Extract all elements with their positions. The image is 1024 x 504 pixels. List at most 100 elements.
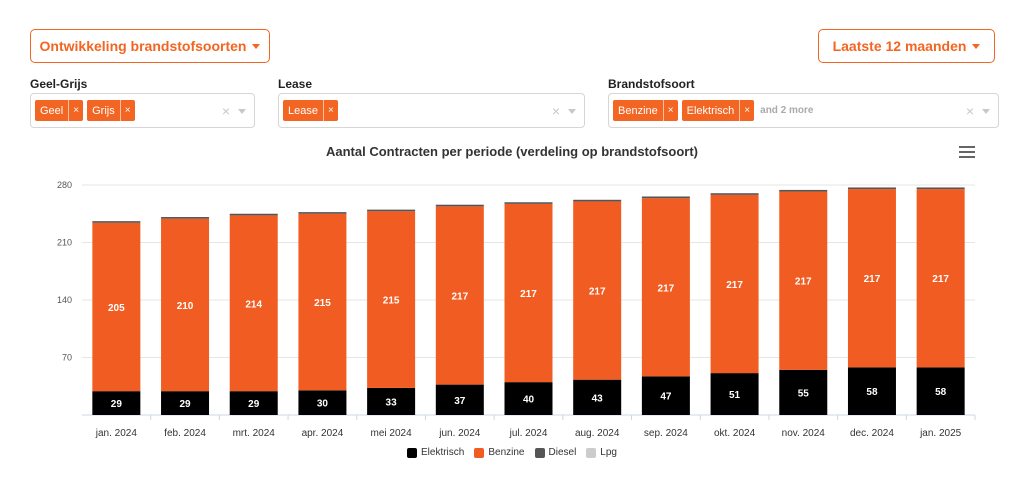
bar-benzine — [298, 213, 347, 391]
filter-tag: Grijs × — [87, 100, 135, 121]
tag-remove-icon[interactable]: × — [119, 100, 135, 121]
bar-diesel — [779, 189, 828, 192]
bar-elektrisch — [92, 391, 141, 415]
tag-remove-icon[interactable]: × — [739, 100, 754, 121]
x-tick-label: sep. 2024 — [644, 428, 688, 439]
bar-diesel — [847, 187, 896, 190]
chart-legend: Elektrisch Benzine Diesel Lpg — [0, 447, 1024, 458]
bar-elektrisch — [573, 379, 622, 415]
data-label: 30 — [317, 399, 329, 410]
x-tick-label: mrt. 2024 — [233, 428, 276, 439]
caret-down-icon — [972, 43, 981, 49]
view-select-label: Ontwikkeling brandstofsoorten — [39, 38, 247, 54]
data-label: 29 — [248, 399, 260, 410]
bar-benzine — [573, 201, 622, 380]
tag-label: Geel — [40, 104, 64, 117]
tag-label: Benzine — [618, 104, 658, 117]
y-tick-label: 280 — [57, 180, 72, 190]
data-label: 217 — [451, 291, 468, 302]
x-tick-label: jul. 2024 — [509, 428, 548, 439]
tag-label: Grijs — [92, 104, 115, 117]
y-tick-label: 70 — [62, 353, 72, 363]
clear-icon[interactable]: × — [551, 103, 560, 119]
bar-benzine — [504, 203, 553, 383]
bar-benzine — [435, 206, 484, 385]
legend-item-elektrisch[interactable]: Elektrisch — [407, 447, 464, 458]
x-tick-label: feb. 2024 — [164, 428, 206, 439]
chevron-down-icon[interactable] — [568, 109, 576, 114]
legend-item-diesel[interactable]: Diesel — [534, 447, 577, 458]
clear-icon[interactable]: × — [221, 103, 230, 119]
bar-diesel — [641, 196, 690, 199]
data-label: 33 — [386, 397, 398, 408]
legend-swatch — [407, 447, 417, 458]
bar-benzine — [641, 198, 690, 377]
view-select-button[interactable]: Ontwikkeling brandstofsoorten — [30, 29, 270, 63]
x-tick-label: mei 2024 — [371, 428, 413, 439]
filter-label-brandstofsoort: Brandstofsoort — [608, 77, 695, 91]
y-tick-label: 140 — [57, 295, 72, 305]
bar-benzine — [779, 191, 828, 370]
filter-lease[interactable]: Lease × × — [278, 93, 585, 128]
filter-tag: Geel × — [35, 100, 84, 121]
tag-label: Lease — [288, 104, 318, 117]
chevron-down-icon[interactable] — [982, 109, 990, 114]
bar-benzine — [229, 215, 278, 392]
bar-benzine — [161, 218, 210, 392]
bar-diesel — [92, 221, 141, 223]
bar-elektrisch — [710, 373, 759, 415]
bar-diesel — [573, 199, 622, 202]
legend-swatch — [586, 447, 597, 458]
y-tick-label: 210 — [57, 238, 72, 248]
chevron-down-icon[interactable] — [238, 109, 246, 114]
bar-benzine — [92, 222, 141, 392]
tag-remove-icon[interactable]: × — [68, 100, 83, 121]
legend-label: Elektrisch — [421, 447, 465, 458]
data-label: 43 — [592, 393, 604, 404]
data-label: 217 — [520, 289, 537, 300]
more-tags-text: and 2 more — [760, 105, 814, 116]
legend-label: Benzine — [488, 447, 525, 458]
x-tick-label: nov. 2024 — [782, 428, 826, 439]
bar-elektrisch — [298, 390, 347, 415]
filter-label-lease: Lease — [278, 77, 313, 91]
data-label: 58 — [866, 387, 878, 398]
legend-label: Lpg — [600, 447, 617, 458]
legend-item-lpg[interactable]: Lpg — [586, 447, 617, 458]
period-select-button[interactable]: Laatste 12 maanden — [818, 29, 995, 63]
tag-remove-icon[interactable]: × — [322, 100, 338, 121]
x-tick-label: jan. 2024 — [95, 428, 138, 439]
filter-geel-grijs[interactable]: Geel × Grijs × × — [30, 93, 255, 128]
data-label: 217 — [589, 287, 606, 298]
bar-benzine — [916, 189, 965, 368]
bar-diesel — [435, 204, 484, 207]
data-label: 210 — [177, 301, 194, 312]
data-label: 214 — [245, 299, 262, 310]
bar-elektrisch — [435, 384, 484, 415]
bar-elektrisch — [847, 367, 896, 415]
tag-remove-icon[interactable]: × — [662, 100, 678, 121]
filter-brandstofsoort[interactable]: Benzine × Elektrisch × and 2 more × — [608, 93, 999, 128]
data-label: 51 — [729, 390, 741, 401]
bar-elektrisch — [916, 367, 965, 415]
chart-menu-icon[interactable] — [959, 146, 975, 158]
bar-benzine — [710, 194, 759, 374]
bar-diesel — [710, 193, 759, 195]
filter-tag: Elektrisch × — [681, 100, 755, 121]
data-label: 217 — [932, 274, 949, 285]
x-tick-label: dec. 2024 — [850, 428, 894, 439]
data-label: 29 — [179, 399, 191, 410]
x-tick-label: apr. 2024 — [302, 428, 344, 439]
bar-elektrisch — [229, 391, 278, 415]
period-select-label: Laatste 12 maanden — [832, 38, 967, 54]
bar-elektrisch — [779, 369, 828, 415]
bar-diesel — [916, 187, 965, 190]
legend-item-benzine[interactable]: Benzine — [474, 447, 525, 458]
bar-diesel — [504, 202, 553, 204]
clear-icon[interactable]: × — [965, 103, 974, 119]
caret-down-icon — [252, 43, 261, 49]
bar-diesel — [161, 217, 210, 219]
bar-elektrisch — [504, 382, 553, 415]
legend-label: Diesel — [548, 447, 577, 458]
bar-elektrisch — [641, 376, 690, 415]
